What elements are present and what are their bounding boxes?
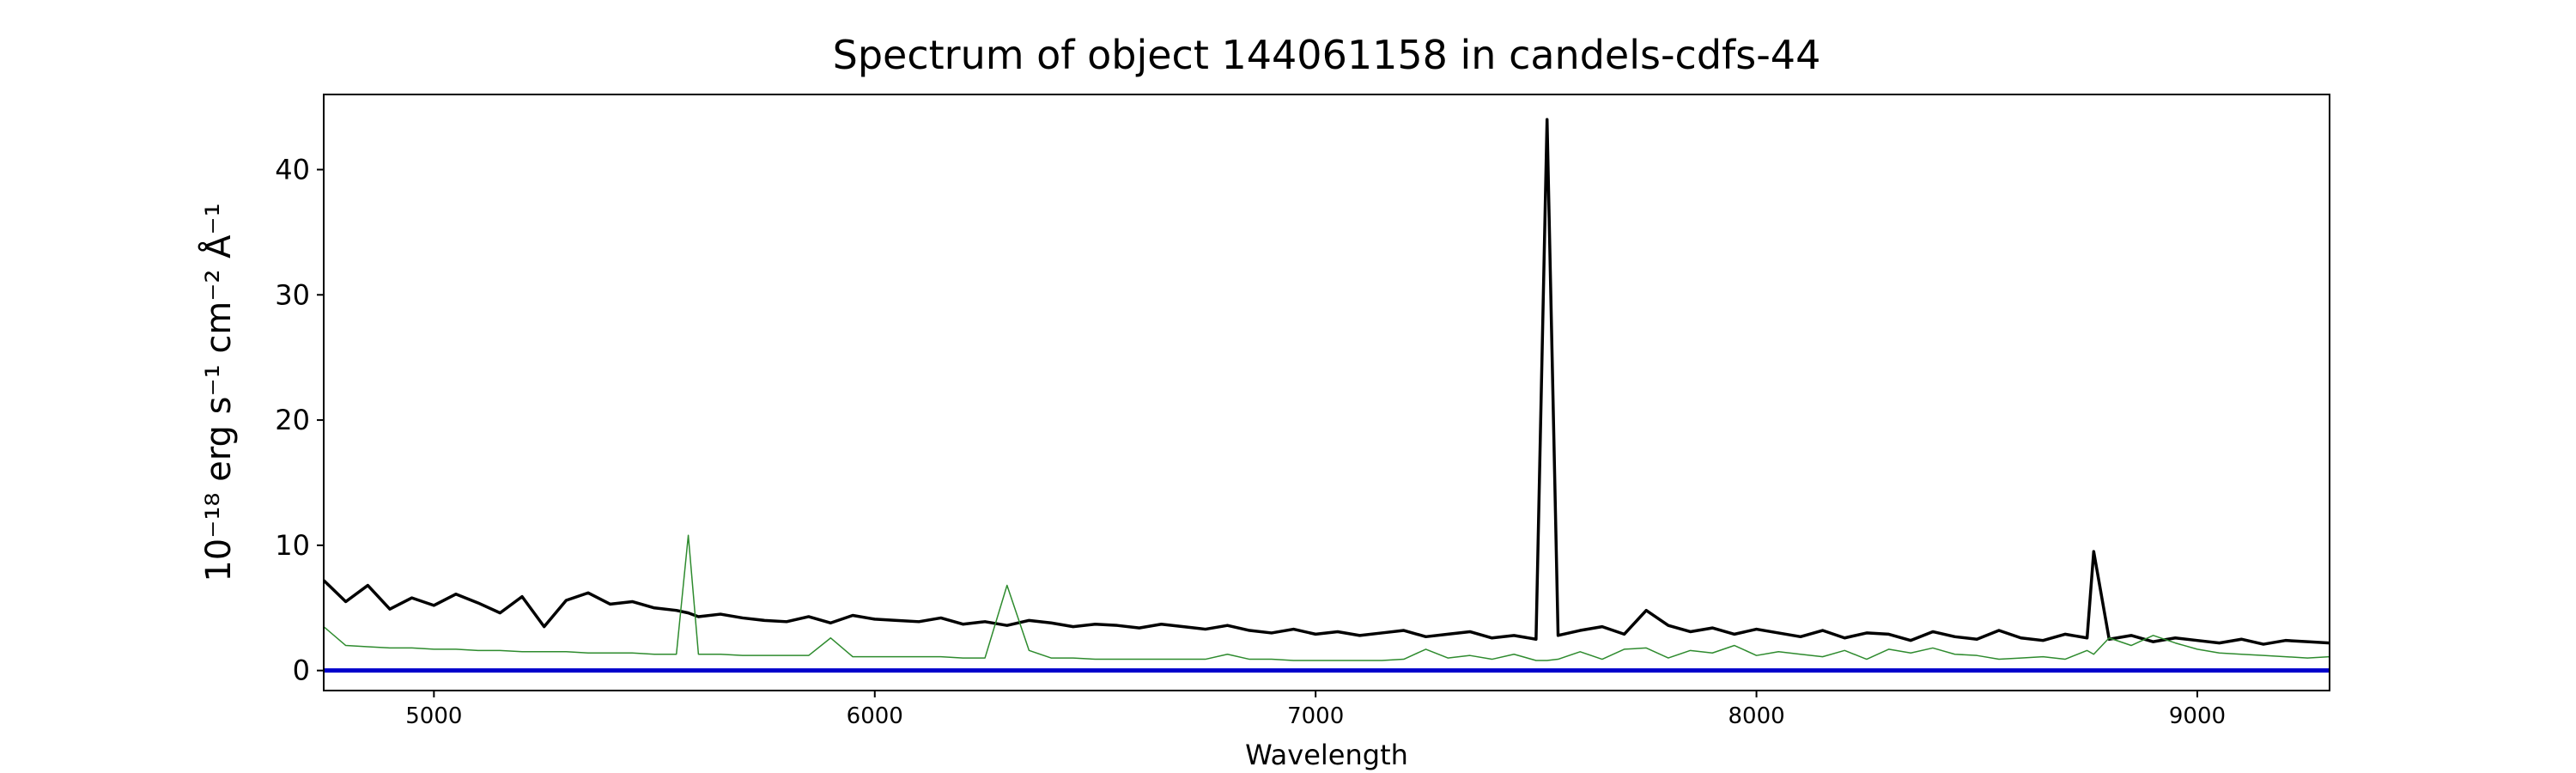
y-tick-label: 40 [275, 153, 310, 186]
y-tick-label: 0 [293, 654, 310, 687]
x-tick-label: 8000 [1728, 703, 1784, 729]
series-line [324, 118, 2330, 646]
x-tick-label: 7000 [1287, 703, 1344, 729]
x-tick-label: 9000 [2169, 703, 2226, 729]
y-axis-label: 10⁻¹⁸ erg s⁻¹ cm⁻² Å⁻¹ [197, 203, 239, 581]
series-line [324, 534, 2330, 661]
x-tick-label: 5000 [405, 703, 462, 729]
chart-title: Spectrum of object 144061158 in candels-… [833, 32, 1821, 78]
y-tick-label: 30 [275, 278, 310, 311]
x-tick-label: 6000 [847, 703, 903, 729]
y-tick-label: 20 [275, 404, 310, 436]
plot-frame [323, 94, 2330, 691]
y-tick-label: 10 [275, 529, 310, 562]
x-axis-label: Wavelength [1245, 739, 1408, 771]
